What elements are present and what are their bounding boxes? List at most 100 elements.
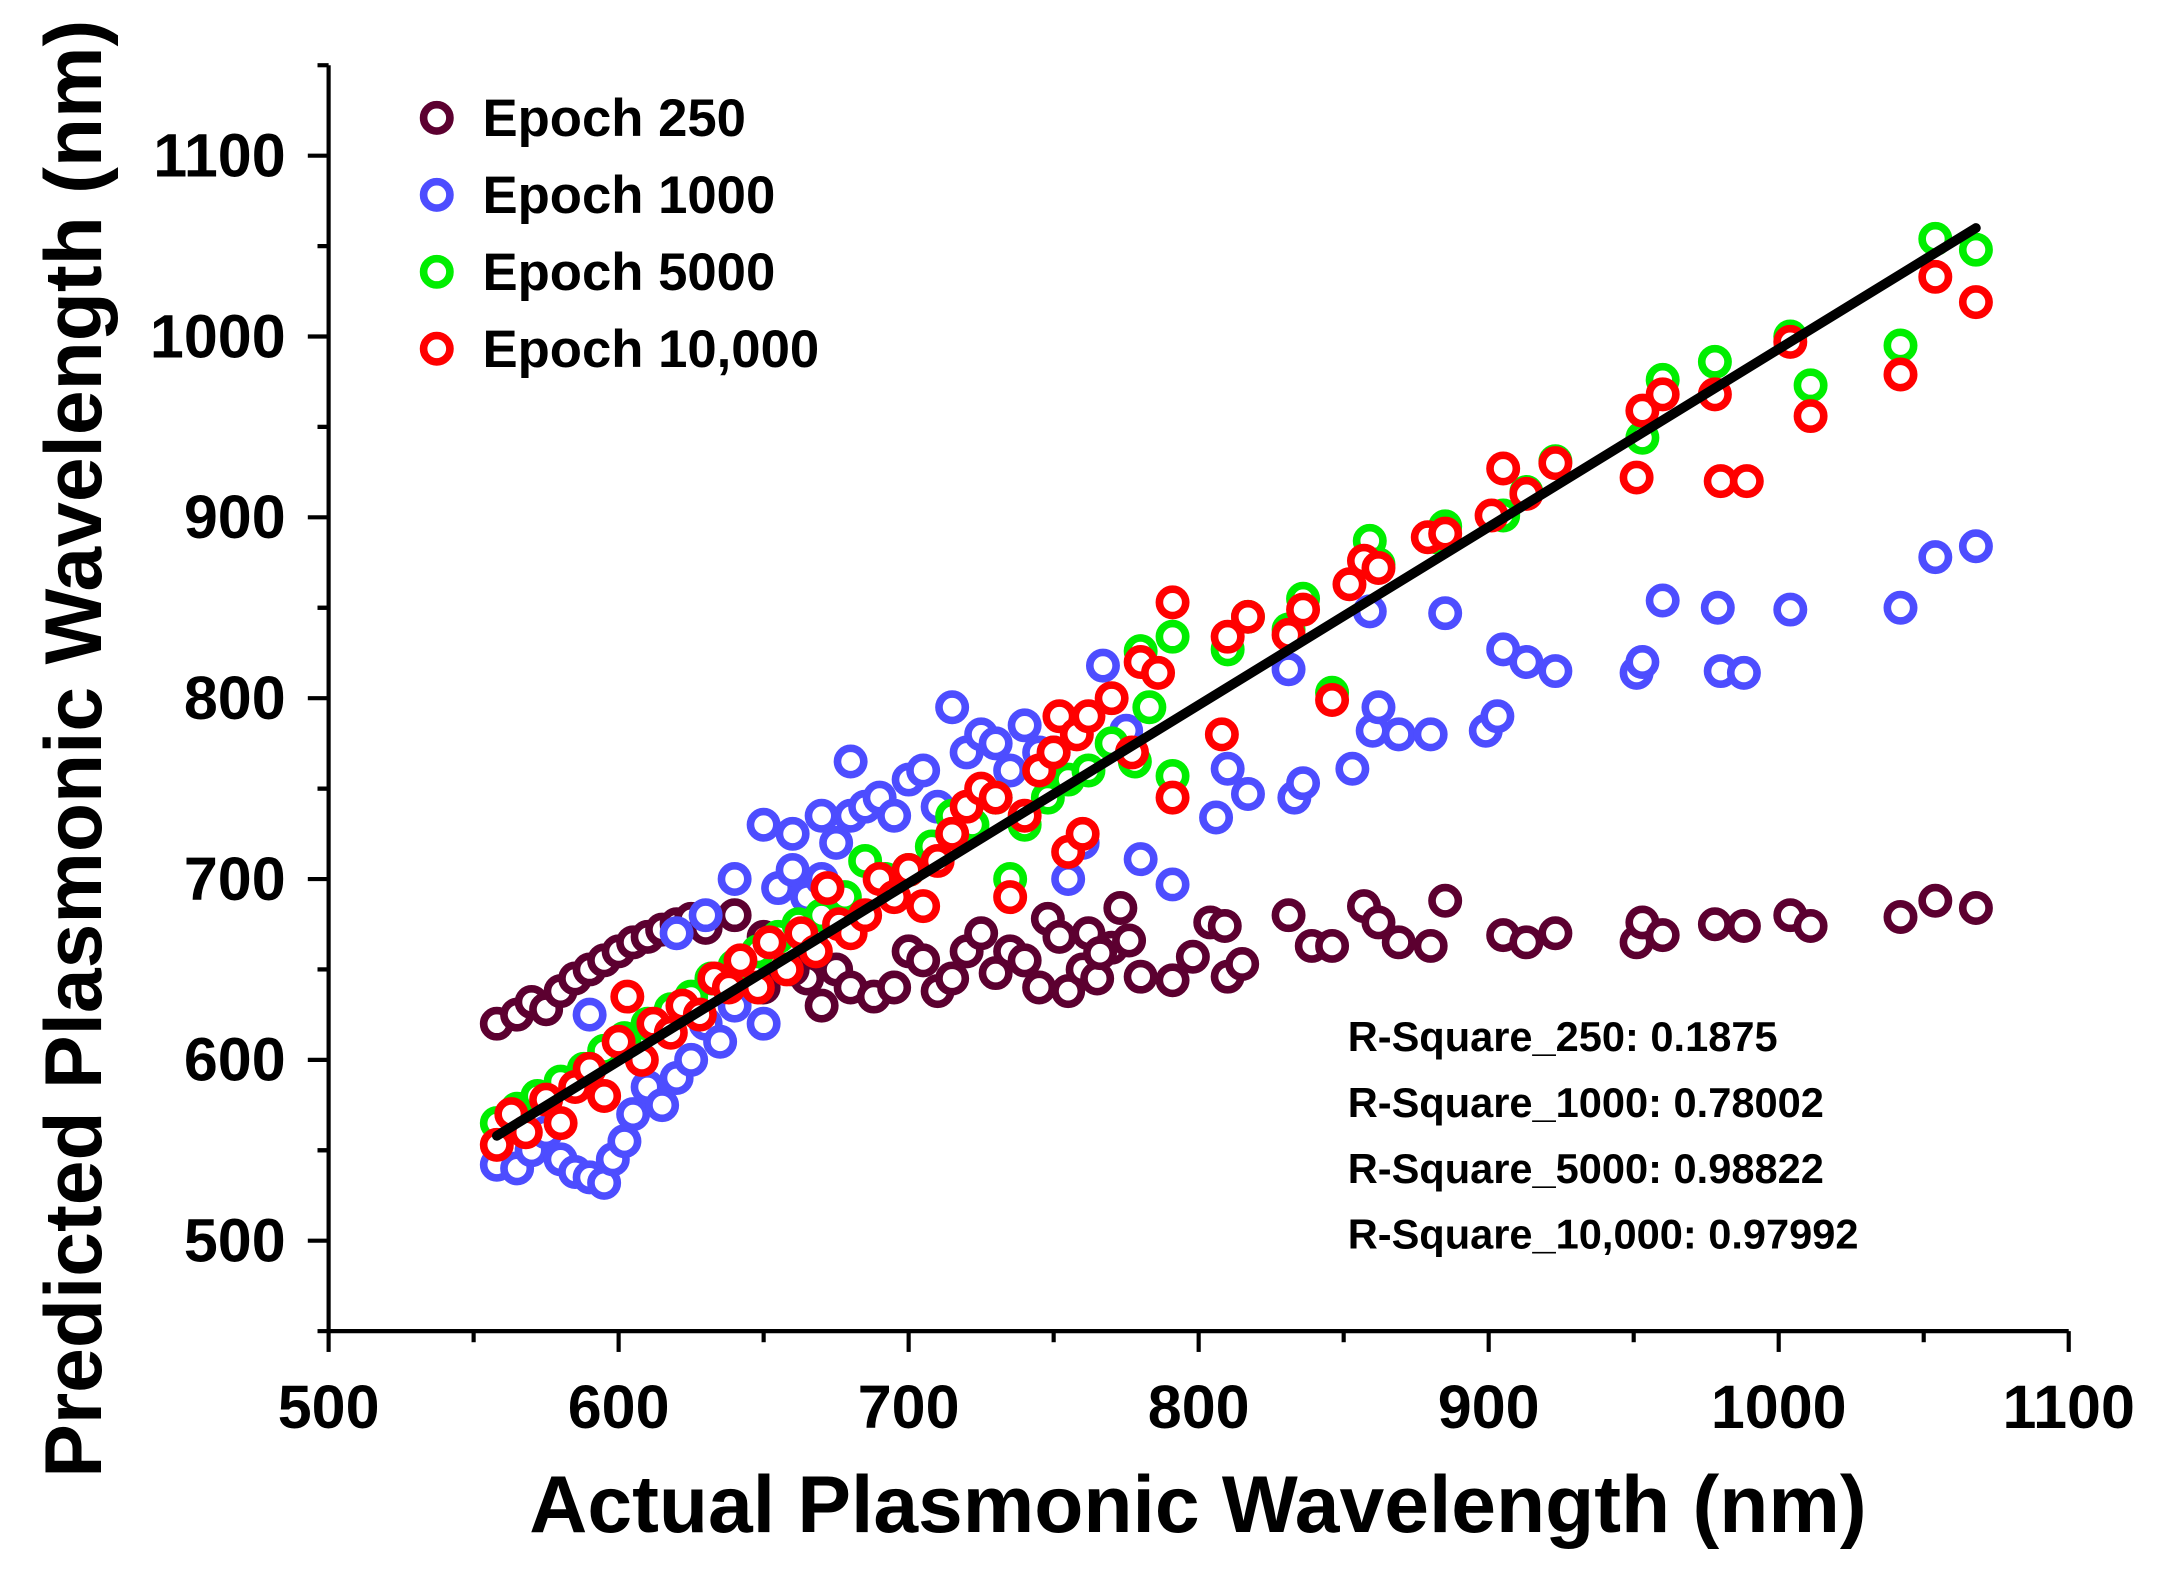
data-point-epoch-250 — [1361, 905, 1396, 940]
data-point-epoch-250 — [1175, 939, 1210, 974]
data-point-epoch-250 — [1726, 909, 1761, 944]
legend-label: Epoch 5000 — [483, 243, 776, 302]
data-point-epoch-250 — [877, 970, 912, 1005]
y-axis-title: Predicted Plasmonic Wavelength (nm) — [29, 20, 119, 1478]
data-point-epoch-1000 — [1230, 777, 1265, 812]
data-point-epoch-10-000 — [1538, 446, 1573, 481]
data-point-epoch-10-000 — [1918, 259, 1953, 294]
data-point-epoch-10-000 — [1155, 585, 1190, 620]
data-point-epoch-10-000 — [810, 871, 845, 906]
legend-marker — [419, 331, 454, 366]
data-point-epoch-250 — [1112, 923, 1147, 958]
data-point-epoch-1000 — [717, 862, 752, 897]
data-point-epoch-1000 — [1413, 717, 1448, 752]
data-point-epoch-250 — [1123, 959, 1158, 994]
data-point-epoch-1000 — [1958, 529, 1993, 564]
data-point-epoch-250 — [1207, 909, 1242, 944]
data-point-epoch-1000 — [746, 1006, 781, 1041]
data-point-epoch-1000 — [819, 825, 854, 860]
data-point-epoch-1000 — [607, 1124, 642, 1159]
data-point-epoch-10-000 — [1094, 681, 1129, 716]
data-point-epoch-10-000 — [723, 943, 758, 978]
data-point-epoch-250 — [1381, 925, 1416, 960]
data-point-epoch-1000 — [1123, 842, 1158, 877]
data-point-epoch-1000 — [688, 898, 723, 933]
data-point-epoch-1000 — [1286, 766, 1321, 801]
data-point-epoch-1000 — [1361, 690, 1396, 725]
data-point-epoch-10-000 — [1204, 717, 1239, 752]
data-point-epoch-250 — [804, 988, 839, 1023]
data-point-epoch-250 — [1958, 890, 1993, 925]
data-point-epoch-1000 — [674, 1042, 709, 1077]
data-point-epoch-250 — [1007, 943, 1042, 978]
data-point-epoch-1000 — [1381, 717, 1416, 752]
data-point-epoch-250 — [964, 916, 999, 951]
data-point-epoch-1000 — [1271, 652, 1306, 687]
data-point-epoch-10-000 — [1071, 699, 1106, 734]
data-point-epoch-10-000 — [543, 1106, 578, 1141]
data-point-epoch-1000 — [1335, 751, 1370, 786]
x-tick-label: 700 — [858, 1373, 960, 1441]
data-point-epoch-10-000 — [1729, 464, 1764, 499]
data-point-epoch-10-000 — [601, 1024, 636, 1059]
data-point-epoch-250 — [1413, 928, 1448, 963]
data-point-epoch-1000 — [1883, 590, 1918, 625]
legend-marker — [419, 254, 454, 289]
data-point-epoch-250 — [717, 898, 752, 933]
data-point-epoch-1000 — [935, 690, 970, 725]
data-point-epoch-250 — [1155, 963, 1190, 998]
data-point-epoch-1000 — [1428, 596, 1463, 631]
y-tick-label: 1100 — [153, 121, 285, 189]
data-point-epoch-1000 — [804, 798, 839, 833]
data-point-epoch-1000 — [572, 997, 607, 1032]
r-square-annotations: R-Square_250: 0.1875 R-Square_1000: 0.780… — [1348, 1013, 1859, 1258]
data-point-epoch-1000 — [833, 744, 868, 779]
x-tick-label: 500 — [278, 1373, 380, 1441]
data-point-epoch-250 — [906, 943, 941, 978]
data-point-epoch-250 — [1883, 900, 1918, 934]
r-square-label: R-Square_1000: 0.78002 — [1348, 1079, 1824, 1126]
legend-marker — [419, 100, 454, 135]
data-point-epoch-1000 — [993, 753, 1028, 788]
data-point-epoch-10-000 — [1155, 780, 1190, 815]
data-point-epoch-5000 — [1697, 344, 1732, 379]
data-point-epoch-250 — [1083, 936, 1118, 971]
data-point-epoch-10-000 — [1883, 357, 1918, 392]
data-point-epoch-1000 — [877, 798, 912, 833]
data-point-epoch-1000 — [1509, 645, 1544, 679]
data-point-epoch-1000 — [746, 807, 781, 842]
data-point-epoch-1000 — [1645, 583, 1680, 618]
data-point-epoch-250 — [1022, 970, 1057, 1005]
data-point-epoch-250 — [1697, 907, 1732, 942]
legend: Epoch 250 Epoch 1000 Epoch 5000 Epoch 10,00… — [419, 89, 819, 379]
data-point-epoch-10-000 — [1141, 655, 1176, 690]
data-point-epoch-10-000 — [1315, 683, 1350, 717]
data-point-epoch-10-000 — [1065, 816, 1100, 851]
data-point-epoch-5000 — [1883, 328, 1918, 363]
data-point-epoch-1000 — [906, 753, 941, 788]
fit-line — [491, 223, 1981, 1141]
data-point-epoch-10-000 — [1486, 451, 1521, 486]
data-point-epoch-250 — [1428, 883, 1463, 918]
x-tick-label: 900 — [1438, 1373, 1540, 1441]
data-point-epoch-250 — [1645, 918, 1680, 953]
data-point-epoch-5000 — [1155, 619, 1190, 654]
data-point-epoch-10-000 — [1793, 399, 1828, 434]
data-point-epoch-1000 — [1700, 590, 1735, 625]
legend-label: Epoch 1000 — [483, 166, 776, 225]
x-tick-label: 1100 — [2003, 1373, 2135, 1441]
data-point-epoch-5000 — [1958, 232, 1993, 267]
data-point-epoch-1000 — [1726, 655, 1761, 690]
data-point-epoch-250 — [935, 961, 970, 996]
r-square-label: R-Square_5000: 0.98822 — [1348, 1145, 1824, 1192]
data-point-epoch-10-000 — [1645, 377, 1680, 412]
x-tick-label: 600 — [568, 1373, 670, 1441]
data-point-epoch-1000 — [703, 1024, 738, 1059]
data-point-epoch-1000 — [616, 1097, 651, 1132]
data-point-epoch-10-000 — [1036, 735, 1071, 770]
data-point-epoch-10-000 — [1619, 460, 1654, 495]
data-point-epoch-10-000 — [1230, 599, 1265, 634]
y-tick-label: 900 — [184, 483, 286, 551]
data-point-epoch-10-000 — [1210, 619, 1245, 654]
y-tick-label: 500 — [184, 1207, 286, 1275]
